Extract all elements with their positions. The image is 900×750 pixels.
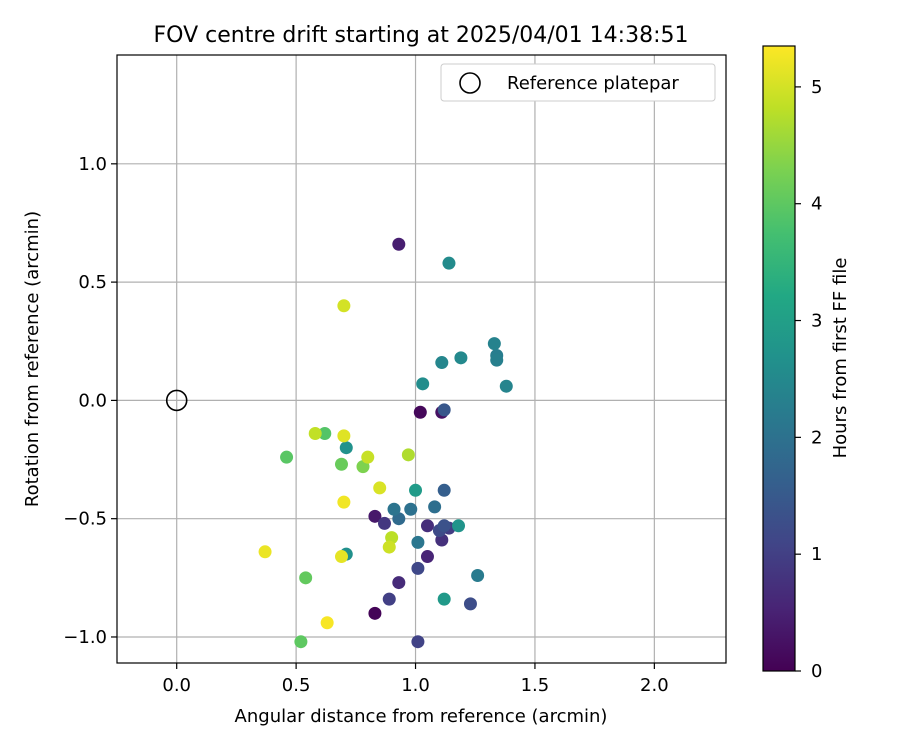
colorbar-tick-label: 0: [811, 661, 822, 682]
data-point: [452, 519, 466, 533]
y-tick-label: 0.0: [78, 390, 107, 411]
data-points: [258, 237, 513, 649]
data-point: [361, 450, 375, 464]
data-point: [420, 519, 434, 533]
data-point: [437, 403, 451, 417]
data-point: [377, 516, 391, 530]
reference-point-marker: [165, 389, 188, 412]
data-point: [413, 405, 427, 419]
x-tick-label: 0.5: [282, 675, 311, 696]
colorbar-label: Hours from first FF file: [830, 258, 851, 459]
data-point: [463, 597, 477, 611]
data-point: [337, 429, 351, 443]
data-point: [435, 356, 449, 370]
data-point: [373, 481, 387, 495]
chart-title: FOV centre drift starting at 2025/04/01 …: [154, 23, 689, 48]
y-tick-label: −1.0: [63, 627, 107, 648]
colorbar-frame: [762, 45, 796, 672]
data-point: [409, 483, 423, 497]
data-point: [490, 353, 504, 367]
data-point: [401, 448, 415, 462]
data-point: [420, 550, 434, 564]
legend-box: [440, 63, 716, 102]
data-point: [320, 616, 334, 630]
data-point: [442, 256, 456, 270]
data-point: [280, 450, 294, 464]
data-point: [299, 571, 313, 585]
x-tick-label: 1.5: [521, 675, 550, 696]
colorbar-gradient: [763, 46, 795, 671]
data-point: [437, 483, 451, 497]
plot-frame: [116, 54, 727, 664]
data-point: [334, 457, 348, 471]
data-point: [339, 441, 353, 455]
y-tick-label: −0.5: [63, 509, 107, 530]
legend: Reference platepar: [440, 63, 716, 102]
legend-label: Reference platepar: [507, 73, 679, 94]
data-point: [437, 519, 451, 533]
data-point: [428, 500, 442, 514]
data-point: [392, 237, 406, 251]
x-axis-ticks: 0.0 0.5 1.0 1.5 2.0: [162, 663, 669, 696]
data-point: [416, 377, 430, 391]
legend-marker-icon: [459, 72, 481, 94]
y-tick-label: 0.5: [78, 272, 107, 293]
x-tick-label: 0.0: [162, 675, 191, 696]
data-point: [337, 495, 351, 509]
data-point: [499, 379, 513, 393]
data-point: [404, 502, 418, 516]
data-point: [382, 540, 396, 554]
x-tick-label: 1.0: [401, 675, 430, 696]
data-point: [411, 561, 425, 575]
x-tick-label: 2.0: [640, 675, 669, 696]
data-point: [411, 635, 425, 649]
y-axis-ticks: −1.0 −0.5 0.0 0.5 1.0: [63, 154, 117, 648]
colorbar-tick-label: 2: [811, 427, 822, 448]
data-point: [471, 568, 485, 582]
data-point: [334, 550, 348, 564]
data-point: [308, 427, 322, 441]
data-point: [411, 535, 425, 549]
y-tick-label: 1.0: [78, 154, 107, 175]
data-point: [387, 502, 401, 516]
data-point: [258, 545, 272, 559]
data-point: [318, 427, 332, 441]
colorbar-ticks: 0 1 2 3 4 5: [795, 77, 822, 682]
data-point: [487, 337, 501, 351]
y-axis-label: Rotation from reference (arcmin): [22, 211, 43, 507]
colorbar: 0 1 2 3 4 5 Hours from first FF file: [762, 45, 851, 682]
data-point: [454, 351, 468, 365]
data-point: [392, 576, 406, 590]
data-point: [294, 635, 308, 649]
colorbar-tick-label: 1: [811, 544, 822, 565]
colorbar-tick-label: 4: [811, 194, 822, 215]
x-axis-label: Angular distance from reference (arcmin): [235, 706, 608, 727]
data-point: [368, 606, 382, 620]
colorbar-tick-label: 3: [811, 311, 822, 332]
data-point: [437, 592, 451, 606]
colorbar-tick-label: 5: [811, 77, 822, 98]
data-point: [368, 509, 382, 523]
data-point: [337, 299, 351, 313]
data-point: [382, 592, 396, 606]
